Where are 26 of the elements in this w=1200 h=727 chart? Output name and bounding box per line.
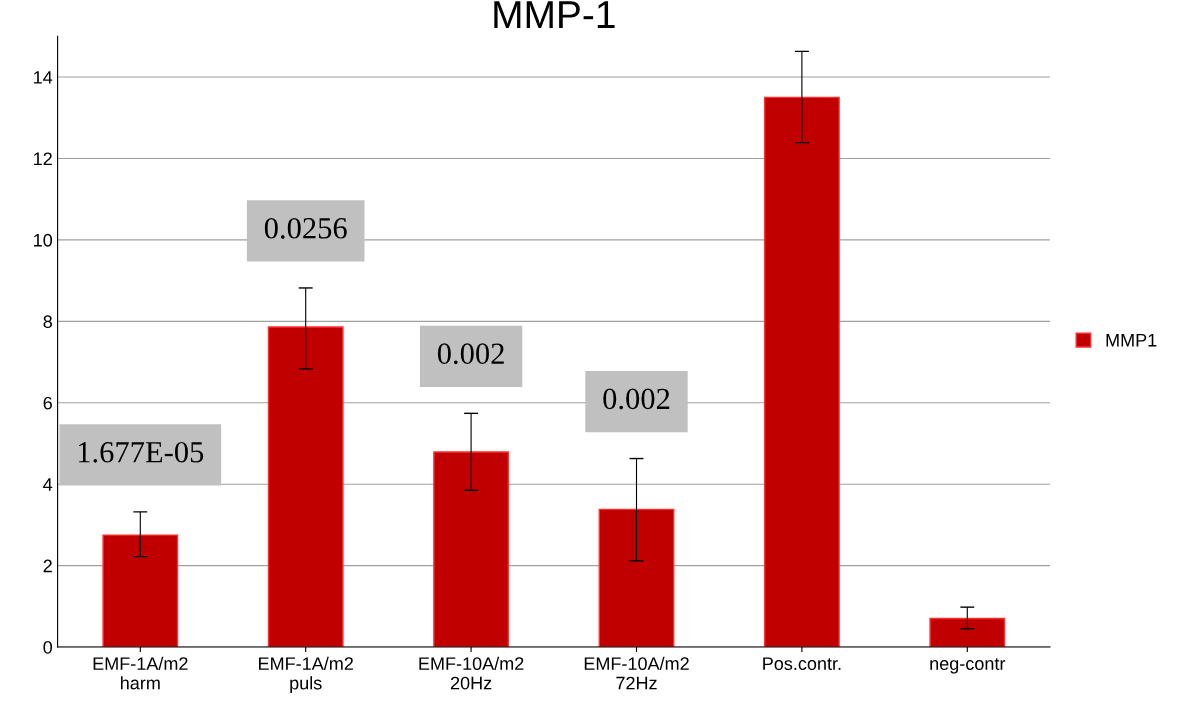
annotation: 0.0256 [264,217,347,239]
y-tick-label: 10 [34,233,53,247]
y-tick-label: 8 [43,315,52,329]
x-tick-label: neg-contr [930,658,1006,674]
bar [598,508,675,648]
bar [102,534,179,648]
x-tick-label: Pos.contr. [763,657,841,671]
y-tick-label: 12 [34,152,52,166]
y-tick-label: 6 [43,396,52,410]
annotation: 1.677E-05 [78,441,204,463]
x-tick-label: EMF-1A/m2 puls [259,656,353,694]
x-tick-label: EMF-10A/m2 20Hz [419,656,524,690]
y-tick-label: 2 [43,559,52,573]
bar [929,617,1006,648]
y-tick-label: 14 [34,71,53,84]
bar [433,451,510,648]
x-tick-label: EMF-1A/m2 harm [93,656,188,690]
legend-label: MMP1 [1106,333,1157,347]
x-tick-label: EMF-10A/m2 72Hz [584,656,689,690]
bar [267,326,344,648]
y-tick-label: 4 [43,478,53,491]
chart-title: MMP-1 [494,1,615,29]
annotation: 0.002 [603,388,670,410]
y-tick-label: 0 [43,640,53,654]
annotation: 0.002 [437,343,504,365]
bar [763,96,840,648]
